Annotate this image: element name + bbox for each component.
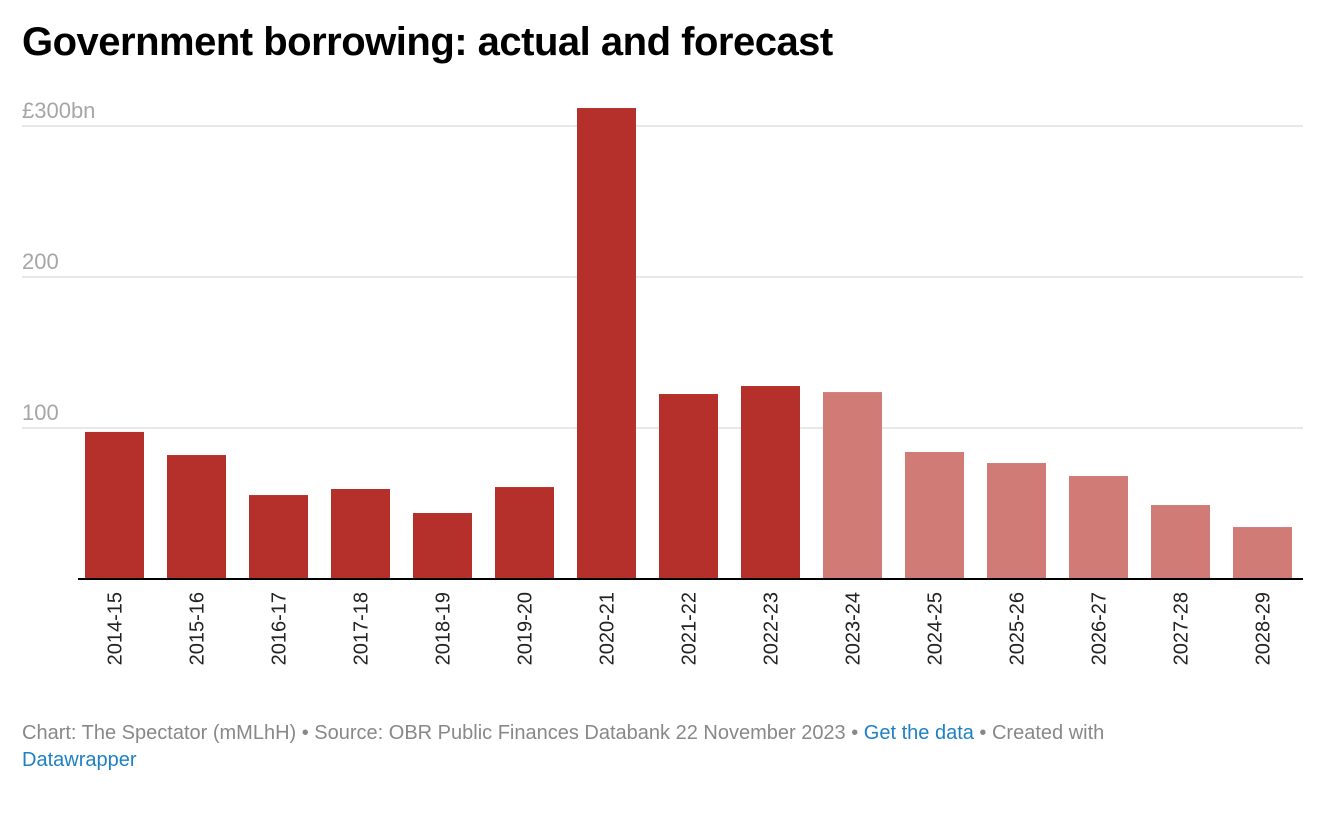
x-tick-label: 2016-17 bbox=[269, 592, 291, 665]
bar-2016-17 bbox=[249, 495, 308, 579]
y-tick-label: 100 bbox=[22, 400, 59, 425]
x-tick-label: 2014-15 bbox=[105, 592, 127, 665]
footer-created: • Created with bbox=[973, 722, 1105, 744]
x-tick-label: 2023-24 bbox=[843, 592, 865, 665]
chart-title: Government borrowing: actual and forecas… bbox=[22, 20, 833, 64]
y-tick-label: 200 bbox=[22, 249, 59, 274]
x-tick-label: 2015-16 bbox=[187, 592, 209, 665]
x-tick-label: 2018-19 bbox=[433, 592, 455, 665]
bar-2022-23 bbox=[741, 386, 800, 579]
y-tick-label: £300bn bbox=[22, 98, 95, 123]
x-tick-label: 2019-20 bbox=[515, 592, 537, 665]
bar-2018-19 bbox=[413, 513, 472, 579]
footer-credit: Chart: The Spectator (mMLhH) • Source: O… bbox=[22, 722, 864, 744]
x-tick-label: 2026-27 bbox=[1089, 592, 1111, 665]
bar-2028-29 bbox=[1233, 527, 1292, 579]
x-tick-label: 2024-25 bbox=[925, 592, 947, 665]
bar-2026-27 bbox=[1069, 476, 1128, 579]
x-tick-label: 2020-21 bbox=[597, 592, 619, 665]
chart-footer: Chart: The Spectator (mMLhH) • Source: O… bbox=[22, 720, 1222, 774]
bar-2015-16 bbox=[167, 455, 226, 579]
x-tick-label: 2017-18 bbox=[351, 592, 373, 665]
datawrapper-link[interactable]: Datawrapper bbox=[22, 749, 137, 771]
bar-2019-20 bbox=[495, 487, 554, 579]
bar-2014-15 bbox=[85, 431, 144, 579]
get-the-data-link[interactable]: Get the data bbox=[863, 722, 974, 744]
bar-2020-21 bbox=[577, 108, 636, 579]
bar-chart: 100 200 £300bn 2014-15 2015-16 2016-17 2017-18… bbox=[22, 98, 1303, 665]
x-tick-label: 2022-23 bbox=[761, 592, 783, 665]
x-tick-label: 2021-22 bbox=[679, 592, 701, 665]
x-tick-label: 2027-28 bbox=[1171, 592, 1193, 665]
bar-2027-28 bbox=[1151, 505, 1210, 579]
bar-2024-25 bbox=[905, 452, 964, 579]
bar-2023-24 bbox=[823, 392, 882, 579]
x-tick-label: 2028-29 bbox=[1253, 592, 1275, 665]
x-tick-label: 2025-26 bbox=[1007, 592, 1029, 665]
bar-2025-26 bbox=[987, 463, 1046, 579]
bar-2017-18 bbox=[331, 489, 390, 579]
bar-2021-22 bbox=[659, 394, 718, 579]
